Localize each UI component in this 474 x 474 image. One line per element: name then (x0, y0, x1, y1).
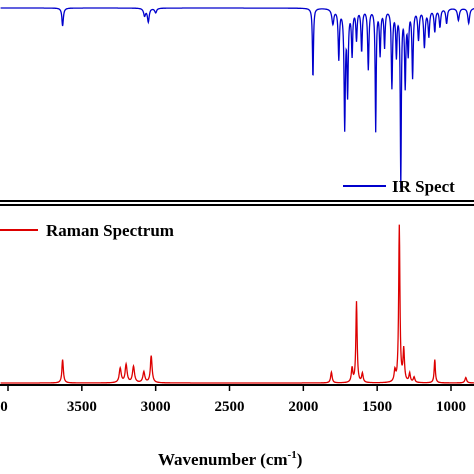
raman-panel: Raman Spectrum 0 3500 3000 2500 2000 1500 1000… (0, 204, 474, 469)
x-tick-label: 3000 (141, 399, 171, 415)
raman-legend-label: Raman Spectrum (46, 221, 174, 240)
ir-legend-label: IR Spect (392, 177, 455, 196)
ir-panel: IR Spect (0, 7, 474, 202)
x-axis-title-close: ) (297, 450, 303, 469)
x-axis-title: Wavenumber (cm-1) (158, 449, 302, 469)
raman-spectrum-line (0, 224, 474, 384)
x-axis-ticks: 0 3500 3000 2500 2000 1500 1000 (0, 385, 466, 415)
x-tick-label: 0 (0, 399, 8, 415)
x-tick-label: 2000 (288, 399, 318, 415)
ir-legend: IR Spect (343, 177, 455, 196)
x-tick-label: 1000 (436, 399, 466, 415)
ir-spectrum-line (0, 7, 474, 189)
x-axis-title-sup: -1 (288, 449, 297, 461)
x-tick-label: 1500 (362, 399, 392, 415)
x-tick-label: 2500 (215, 399, 245, 415)
raman-legend: Raman Spectrum (0, 221, 174, 240)
x-axis-title-main: Wavenumber (cm (158, 450, 288, 469)
x-tick-label: 3500 (67, 399, 97, 415)
